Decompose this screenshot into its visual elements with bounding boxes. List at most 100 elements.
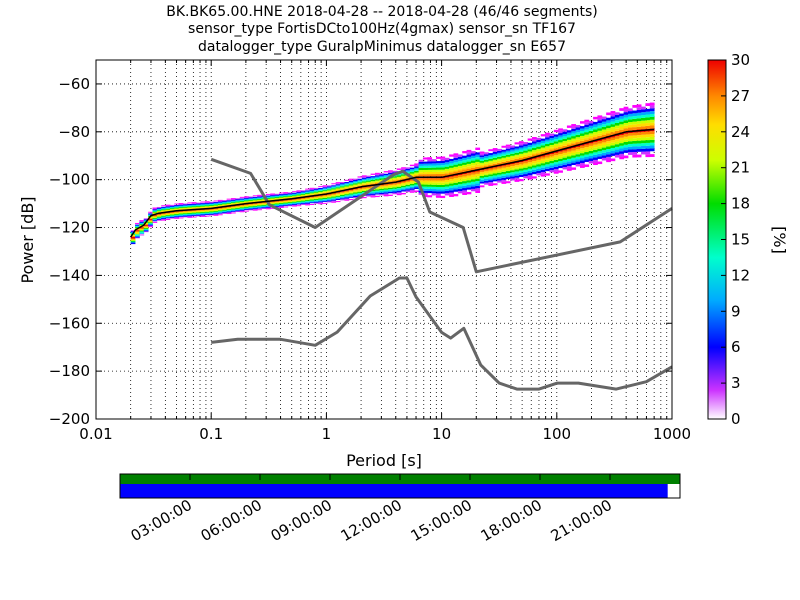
heatmap-cell xyxy=(422,180,428,183)
heatmap-cell xyxy=(204,204,210,206)
heatmap-cell xyxy=(636,126,642,130)
heatmap-cell xyxy=(527,149,533,152)
heatmap-cell xyxy=(649,108,655,112)
heatmap-cell xyxy=(492,183,498,186)
heatmap-cell xyxy=(187,202,193,204)
heatmap-cell xyxy=(510,145,515,148)
x-tick-label: 100 xyxy=(542,425,571,443)
heatmap-cell xyxy=(231,210,236,212)
heatmap-cell xyxy=(405,190,411,193)
heatmap-cell xyxy=(431,180,437,183)
heatmap-cell xyxy=(388,170,393,172)
heatmap-cell xyxy=(331,194,337,196)
heatmap-cell xyxy=(187,206,193,208)
heatmap-cell xyxy=(623,133,629,137)
x-tick-label: 1000 xyxy=(653,425,691,443)
heatmap-cell xyxy=(174,214,180,216)
heatmap-cell xyxy=(222,212,228,214)
heatmap-cell xyxy=(231,207,236,209)
heatmap-cell xyxy=(305,197,310,199)
heatmap-cell xyxy=(183,207,188,209)
timeline-tick-label: 18:00:00 xyxy=(478,496,545,545)
y-tick-label: −120 xyxy=(49,219,90,237)
heatmap-cell xyxy=(139,223,145,225)
heatmap-cell xyxy=(588,128,594,131)
heatmap-cell xyxy=(514,173,520,176)
heatmap-cell xyxy=(462,174,467,177)
heatmap-cell xyxy=(326,198,332,200)
heatmap-cell xyxy=(401,185,406,188)
heatmap-cell xyxy=(265,197,271,199)
heatmap-cell xyxy=(335,182,341,184)
heatmap-cell xyxy=(270,202,276,204)
heatmap-cell xyxy=(497,152,502,155)
heatmap-cell xyxy=(274,195,280,197)
heatmap-cell xyxy=(601,144,607,148)
heatmap-cell xyxy=(610,124,616,127)
heatmap-cell xyxy=(484,182,489,185)
heatmap-cell xyxy=(191,216,197,218)
heatmap-cell xyxy=(488,168,494,171)
heatmap-cell xyxy=(457,181,463,185)
heatmap-cell xyxy=(148,221,153,223)
heatmap-cell xyxy=(292,201,297,203)
heatmap-cell xyxy=(414,164,419,167)
heatmap-cell xyxy=(283,201,289,203)
heatmap-cell xyxy=(475,181,481,184)
heatmap-cell xyxy=(366,183,372,185)
heatmap-cell xyxy=(545,173,550,176)
heatmap-cell xyxy=(401,177,406,179)
heatmap-cell xyxy=(562,131,568,135)
heatmap-cell xyxy=(431,167,437,170)
heatmap-cell xyxy=(649,136,655,140)
heatmap-cell xyxy=(409,170,415,173)
heatmap-cell xyxy=(545,137,550,140)
heatmap-cell xyxy=(388,179,393,182)
heatmap-cell xyxy=(244,199,249,201)
heatmap-cell xyxy=(313,190,319,192)
heatmap-cell xyxy=(161,210,166,212)
heatmap-cell xyxy=(597,151,603,154)
heatmap-cell xyxy=(623,123,629,126)
mode-curve xyxy=(130,128,655,238)
heatmap-cell xyxy=(348,183,354,185)
heatmap-cell xyxy=(392,187,398,189)
y-tick-label: −100 xyxy=(49,171,90,189)
heatmap-cell xyxy=(562,155,568,158)
heatmap-cell xyxy=(597,125,603,129)
heatmap-cell xyxy=(453,164,459,167)
heatmap-cell xyxy=(213,209,219,211)
heatmap-cell xyxy=(187,208,193,210)
heatmap-cell xyxy=(331,183,337,185)
heatmap-cell xyxy=(209,211,214,213)
heatmap-cell xyxy=(427,178,433,181)
heatmap-cell xyxy=(231,201,236,203)
heatmap-cell xyxy=(470,181,476,185)
heatmap-cell xyxy=(178,215,184,217)
heatmap-cell xyxy=(514,179,520,182)
heatmap-cell xyxy=(588,135,594,139)
heatmap-cell xyxy=(540,163,546,166)
heatmap-cell xyxy=(278,206,284,208)
heatmap-cell xyxy=(497,148,502,151)
heatmap-cell xyxy=(475,152,481,155)
heatmap-cell xyxy=(244,210,249,212)
heatmap-cell xyxy=(623,117,629,121)
heatmap-cell xyxy=(588,130,594,134)
heatmap-cell xyxy=(322,190,328,192)
heatmap-cell xyxy=(597,161,603,165)
heatmap-cell xyxy=(326,185,332,187)
heatmap-cell xyxy=(601,121,607,125)
heatmap-cell xyxy=(457,191,463,194)
heatmap-cell xyxy=(270,207,276,209)
heatmap-cell xyxy=(165,204,171,206)
heatmap-cell xyxy=(466,161,472,164)
heatmap-cell xyxy=(492,151,498,154)
heatmap-cell xyxy=(562,150,568,153)
heatmap-cell xyxy=(383,193,389,196)
heatmap-cell xyxy=(597,123,603,126)
heatmap-cell xyxy=(440,191,446,194)
heatmap-cell xyxy=(174,213,180,215)
heatmap-cell xyxy=(444,193,450,196)
heatmap-cell xyxy=(645,154,651,158)
